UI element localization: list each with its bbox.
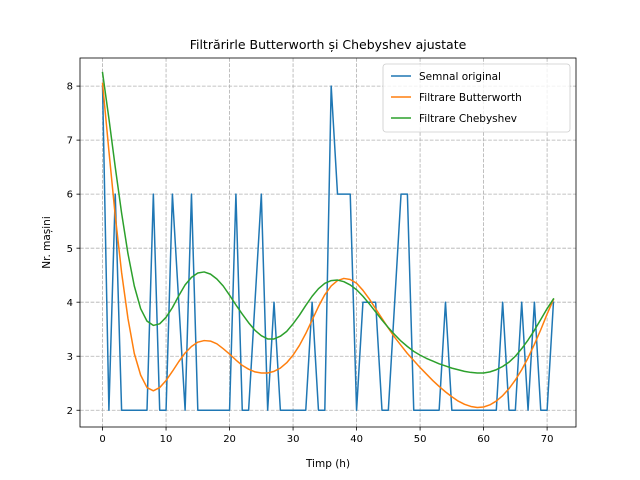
legend: Semnal original Filtrare Butterworth Filtr… — [382, 63, 571, 133]
y-tick-label: 4 — [67, 298, 73, 309]
x-tick-label: 30 — [287, 434, 300, 445]
y-tick-label: 2 — [67, 406, 73, 417]
plot-frame — [79, 57, 577, 428]
legend-box — [382, 63, 571, 133]
legend-entry-label: Filtrare Butterworth — [419, 92, 522, 104]
x-tick-label: 60 — [477, 434, 490, 445]
x-tick-label: 50 — [414, 434, 427, 445]
series-line-2 — [101, 82, 555, 409]
series-line-1 — [101, 85, 555, 411]
x-tick-label: 0 — [99, 434, 105, 445]
y-tick-label: 3 — [67, 352, 73, 363]
legend-entry-label: Semnal original — [419, 71, 501, 83]
series-line-3 — [101, 71, 555, 374]
legend-entry-label: Filtrare Chebyshev — [419, 113, 517, 125]
y-tick-label: 5 — [67, 244, 73, 255]
y-tick-label: 6 — [67, 190, 73, 201]
y-tick-label: 7 — [67, 136, 73, 147]
chart-title: Filtrărirle Butterworth și Chebyshev aju… — [190, 37, 467, 52]
series-layer — [101, 71, 555, 411]
x-tick-label: 40 — [350, 434, 363, 445]
x-tick-label: 20 — [223, 434, 236, 445]
ticks: 0 10 20 30 40 50 60 70 2 3 4 5 6 7 8 — [67, 82, 554, 445]
y-tick-label: 8 — [67, 82, 73, 93]
x-axis-label: Timp (h) — [305, 458, 350, 470]
y-axis-label: Nr. mașini — [41, 216, 53, 269]
x-tick-label: 70 — [541, 434, 554, 445]
x-tick-label: 10 — [160, 434, 173, 445]
